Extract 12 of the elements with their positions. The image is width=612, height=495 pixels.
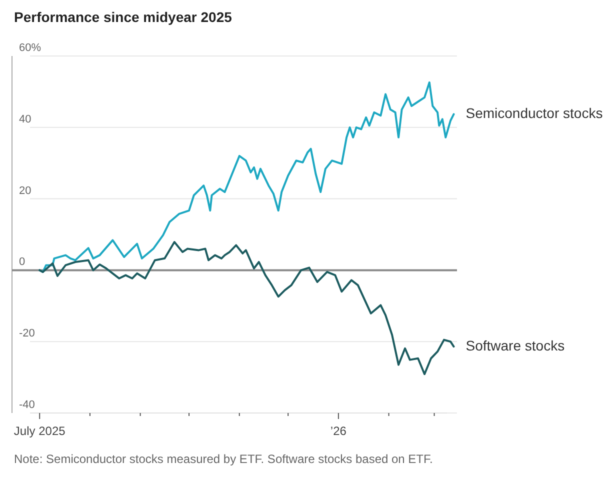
- series-label: Semiconductor stocks: [466, 105, 603, 122]
- y-tick-label: -40: [19, 399, 35, 411]
- y-tick-label: 40: [19, 113, 32, 126]
- y-tick-label: 60%: [19, 42, 42, 54]
- series-label: Software stocks: [466, 338, 565, 354]
- text: Note: Semiconductor stocks measured by ETF. Software stocks based on ETF.: [14, 452, 433, 466]
- y-tick-label: -20: [19, 328, 35, 340]
- y-tick-label: 0: [19, 256, 26, 268]
- y-tick-label: 20: [19, 184, 32, 197]
- x-tick-label: July 2025: [14, 424, 66, 438]
- x-tick-label: ’26: [330, 424, 347, 438]
- chart-title: Performance since midyear 2025: [14, 9, 232, 25]
